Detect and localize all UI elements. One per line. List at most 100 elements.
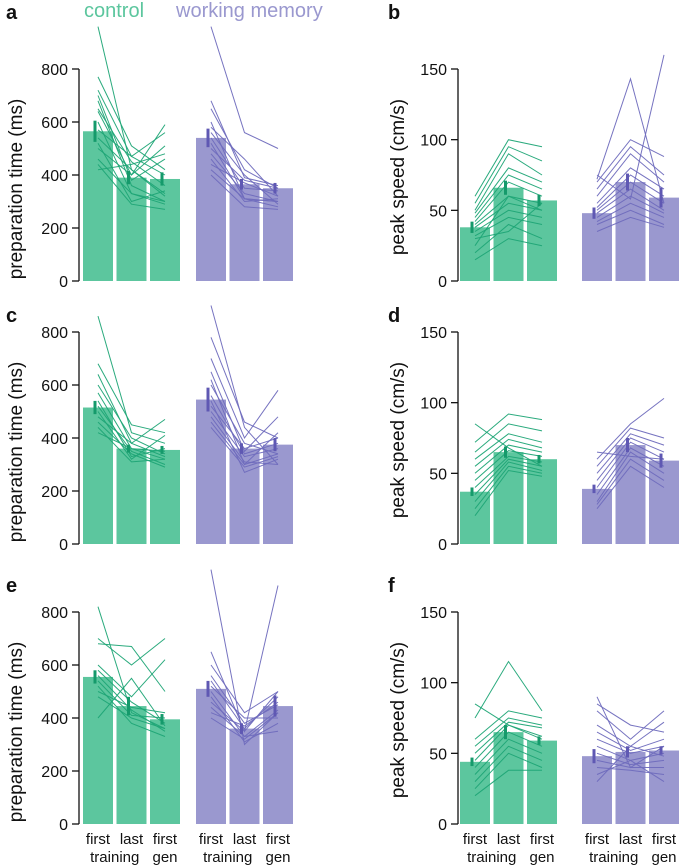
subject-lines — [97, 315, 166, 468]
bar — [116, 706, 147, 824]
y-tick-label: 100 — [420, 133, 447, 150]
x-tick-label: training — [467, 849, 516, 866]
subject-line — [474, 769, 542, 797]
subject-line — [596, 738, 665, 754]
y-tick-label: 200 — [41, 764, 68, 781]
bar — [493, 452, 524, 544]
y-tick-label: 150 — [420, 325, 447, 342]
subject-line — [210, 701, 279, 727]
y-tick-label: 400 — [41, 711, 68, 728]
subject-line — [97, 432, 166, 452]
bar — [527, 200, 557, 281]
y-axis-label: preparation time (ms) — [6, 362, 27, 543]
panel-d: d 0 50 100 150 peak speed (cm/s) — [388, 305, 679, 554]
subject-line — [210, 169, 279, 208]
panel-f: f 0 50 100 150 peak speed (cm/s) first last firs… — [388, 575, 679, 866]
bar — [263, 444, 293, 544]
subject-line — [474, 195, 543, 246]
subject-line — [474, 455, 543, 488]
subject-line — [596, 77, 665, 204]
x-tick-label: last — [120, 831, 144, 848]
subject-line — [474, 238, 543, 261]
y-tick-label: 200 — [41, 484, 68, 501]
subject-line — [596, 465, 665, 510]
subject-line — [210, 395, 279, 455]
series-control — [83, 26, 180, 281]
subject-line — [210, 148, 279, 189]
subject-line — [474, 167, 543, 214]
y-tick-label: 800 — [41, 325, 68, 342]
y-axis-label: peak speed (cm/s) — [388, 642, 409, 798]
subject-line — [474, 146, 543, 204]
subject-line — [97, 384, 166, 455]
y-tick-label: 600 — [41, 115, 68, 132]
panel-c: c 0 200 400 600 800 preparation time (ms) — [6, 305, 293, 554]
bar — [150, 449, 180, 544]
subject-line — [596, 174, 665, 208]
x-tick-label: last — [619, 831, 643, 848]
y-tick-label: 0 — [438, 817, 447, 834]
bar — [150, 719, 180, 824]
subject-line — [474, 433, 543, 460]
series-working-memory — [196, 569, 293, 824]
subject-line — [596, 427, 665, 467]
subject-line — [97, 158, 166, 202]
x-tick-label: first — [266, 831, 291, 848]
y-tick-label: 800 — [41, 62, 68, 79]
subject-line — [474, 660, 543, 719]
subject-line — [596, 767, 665, 775]
y-tick-label: 50 — [429, 746, 447, 763]
subject-line — [474, 752, 543, 790]
panel-letter: b — [388, 2, 400, 24]
subject-line — [474, 423, 543, 453]
subject-line — [210, 153, 279, 202]
x-tick-label: last — [233, 831, 257, 848]
bar — [263, 188, 293, 281]
subject-line — [210, 675, 279, 724]
subject-line — [97, 153, 166, 171]
subject-lines — [210, 26, 279, 210]
subject-line — [97, 124, 166, 176]
y-tick-label: 0 — [59, 274, 68, 291]
bar — [493, 187, 524, 281]
subject-lines — [474, 660, 543, 797]
y-tick-label: 0 — [59, 817, 68, 834]
subject-line — [210, 421, 279, 466]
panel-letter: c — [6, 305, 17, 327]
subject-line — [210, 174, 279, 210]
panel-letter: d — [388, 305, 400, 327]
subject-line — [97, 675, 166, 732]
panel-a: a 0 200 400 600 800 preparation time (ms) — [6, 2, 293, 291]
subject-line — [596, 745, 665, 782]
y-axis-label: preparation time (ms) — [6, 99, 27, 280]
subject-line — [210, 108, 279, 189]
panel-e: e 0 200 400 600 800 preparation time (ms) first… — [6, 569, 293, 866]
subject-line — [596, 451, 665, 502]
bar — [615, 751, 646, 824]
x-tick-label: first — [153, 831, 178, 848]
subject-line — [210, 137, 279, 192]
subject-line — [474, 461, 543, 502]
subject-lines — [596, 54, 665, 232]
subject-line — [97, 669, 166, 724]
subject-line — [596, 759, 664, 768]
series-working-memory — [196, 26, 293, 281]
y-tick-label: 100 — [420, 396, 447, 413]
bar — [263, 706, 293, 824]
subject-line — [474, 139, 543, 197]
subject-line — [97, 638, 166, 666]
y-tick-label: 400 — [41, 168, 68, 185]
subject-line — [97, 677, 166, 727]
x-tick-label: training — [203, 849, 252, 866]
subject-line — [210, 411, 279, 458]
bar — [460, 491, 490, 544]
subject-line — [474, 223, 543, 254]
subject-line — [474, 745, 543, 782]
subject-line — [474, 465, 543, 510]
subject-line — [474, 174, 543, 218]
subject-line — [97, 659, 166, 698]
subject-line — [596, 398, 665, 460]
subject-line — [474, 181, 543, 222]
subject-line — [474, 703, 543, 737]
